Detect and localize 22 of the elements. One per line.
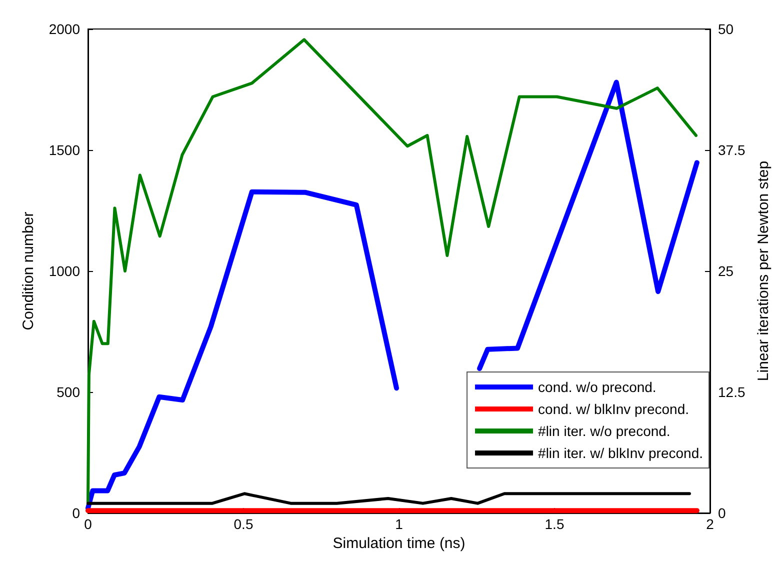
legend-label: cond. w/o precond. <box>538 379 656 395</box>
legend-label: #lin iter. w/o precond. <box>538 423 670 439</box>
y-axis-title: Condition number <box>20 212 37 330</box>
y-tick-label: 2000 <box>48 21 80 37</box>
x-axis-title: Simulation time (ns) <box>332 534 466 552</box>
x-tick-label: 0.5 <box>234 516 254 532</box>
legend-label: #lin iter. w/ blkInv precond. <box>538 445 704 461</box>
y2-tick-label: 12.5 <box>718 384 746 400</box>
legend-label: cond. w/ blkInv precond. <box>538 401 690 417</box>
y2-tick-label: 25 <box>718 263 734 279</box>
y-tick-label: 1500 <box>48 142 80 158</box>
x-tick-label: 2 <box>706 516 714 532</box>
y2-tick-label: 37.5 <box>718 142 746 158</box>
y-tick-label: 0 <box>72 505 80 521</box>
y-tick-label: 500 <box>56 384 80 400</box>
x-tick-label: 1 <box>395 516 404 532</box>
y2-axis-title: Linear iterations per Newton step <box>755 160 772 382</box>
y2-tick-label: 50 <box>718 21 734 37</box>
x-tick-label: 0 <box>84 516 92 532</box>
x-tick-label: 1.5 <box>544 516 564 532</box>
y-tick-label: 1000 <box>48 263 80 279</box>
y2-tick-label: 0 <box>718 505 726 521</box>
